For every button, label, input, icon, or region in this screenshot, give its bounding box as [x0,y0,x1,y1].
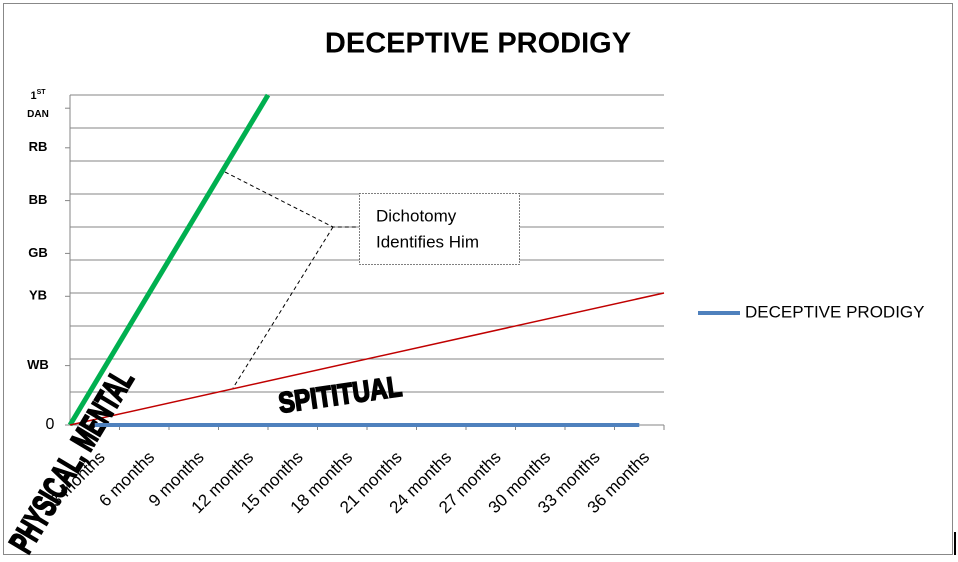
annotation-line [69,292,665,426]
annotation-line [67,93,271,427]
y-tick-label: 0 [46,416,55,433]
y-tick-label: DAN [27,109,49,120]
y-tick-label: 1ST [30,89,46,102]
y-tick-label: GB [28,245,48,260]
y-tick-label: RB [29,139,48,154]
y-tick-label-sup: ST [37,89,47,96]
chart-title: DECEPTIVE PRODIGY [325,28,631,60]
y-tick-label: WB [27,357,49,372]
callout-text: Identifies Him [376,232,479,251]
callout-text: Dichotomy [376,206,457,225]
callout-box [359,193,520,265]
callout-leader [232,226,334,389]
y-tick-label: YB [29,288,47,303]
y-tick-label: BB [29,192,48,207]
legend-label: DECEPTIVE PRODIGY [745,302,924,321]
callout: Dichotomy Identifies Him [224,171,520,389]
y-tick-label-main: 1 [30,90,36,102]
